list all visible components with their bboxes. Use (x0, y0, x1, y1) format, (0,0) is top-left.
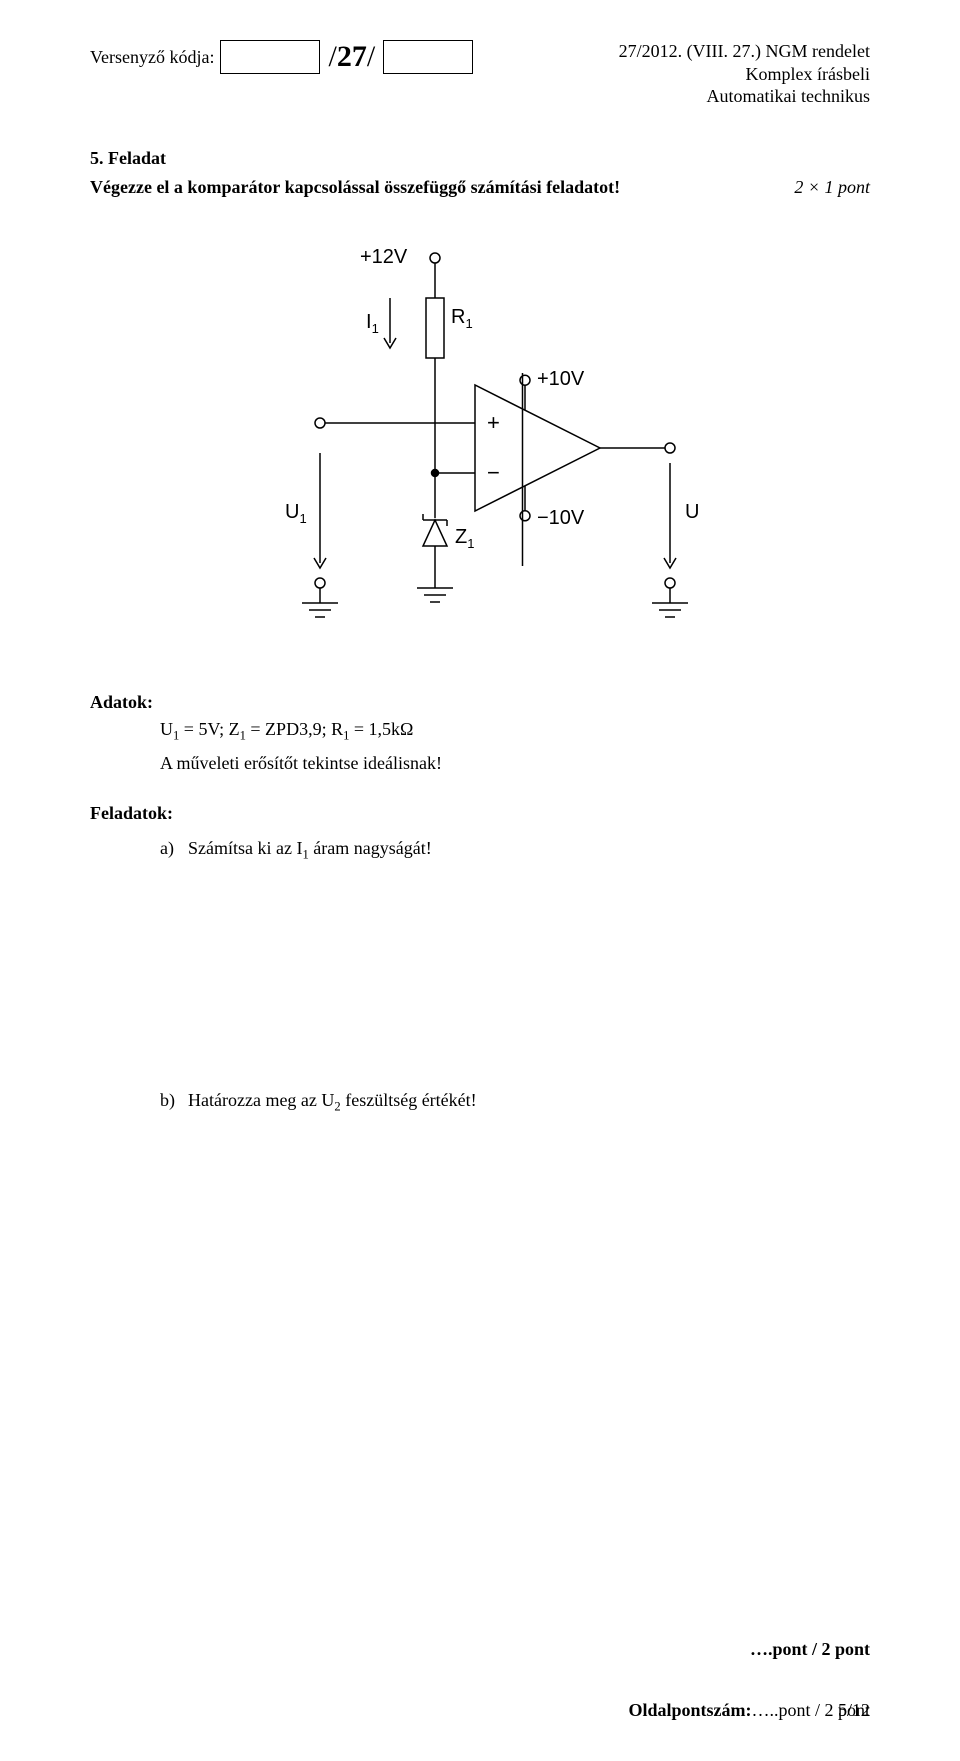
svg-text:U1: U1 (285, 501, 307, 526)
task-text: Végezze el a komparátor kapcsolással öss… (90, 177, 620, 198)
svg-text:−10V: −10V (537, 506, 585, 528)
qualification: Automatikai technikus (619, 85, 870, 108)
task-number: 5. Feladat (90, 148, 870, 169)
subtask-b-letter: b) (160, 1084, 188, 1118)
svg-text:U2: U2 (685, 501, 700, 526)
workspace-a (90, 866, 870, 1076)
circuit-diagram: +12V R1 I1 + − +10V −10V Z1 U1 U2 (90, 228, 870, 668)
exam-type: Komplex írásbeli (619, 63, 870, 86)
page-number: 5/12 (838, 1700, 870, 1721)
svg-text:+: + (487, 410, 500, 435)
data-block: Adatok: U1 = 5V; Z1 = ZPD3,9; R1 = 1,5kΩ… (90, 692, 870, 780)
svg-text:R1: R1 (451, 306, 473, 331)
code-box-2[interactable] (383, 40, 473, 74)
header-right: 27/2012. (VIII. 27.) NGM rendelet Komple… (619, 40, 870, 108)
svg-text:+12V: +12V (360, 246, 408, 268)
data-line-2: A műveleti erősítőt tekintse ideálisnak! (160, 747, 870, 779)
subtasks-title: Feladatok: (90, 803, 870, 824)
subtasks-block: Feladatok: a) Számítsa ki az I1 áram nag… (90, 803, 870, 866)
svg-text:+10V: +10V (537, 368, 585, 390)
workspace-b (90, 1119, 870, 1599)
task-points: 2 × 1 pont (794, 177, 870, 198)
svg-text:Z1: Z1 (455, 526, 474, 551)
page-total: Oldalpontszám:…..pont / 2 pont (90, 1700, 870, 1721)
subtask-a: a) Számítsa ki az I1 áram nagyságát! (160, 832, 870, 866)
subtask-a-text: Számítsa ki az I1 áram nagyságát! (188, 832, 432, 866)
svg-text:I1: I1 (366, 311, 379, 336)
task-row: Végezze el a komparátor kapcsolással öss… (90, 177, 870, 198)
subtask-b: b) Határozza meg az U2 feszültség értéké… (160, 1084, 870, 1118)
subtask-b-text: Határozza meg az U2 feszültség értékét! (188, 1084, 477, 1118)
code-box-1[interactable] (220, 40, 320, 74)
subtask-a-letter: a) (160, 832, 188, 866)
decree-ref: 27/2012. (VIII. 27.) NGM rendelet (619, 40, 870, 63)
points-awarded: ….pont / 2 pont (90, 1639, 870, 1660)
svg-text:−: − (487, 460, 500, 485)
data-line-1: U1 = 5V; Z1 = ZPD3,9; R1 = 1,5kΩ (160, 713, 870, 747)
header-left: Versenyző kódja: /27/ (90, 40, 473, 74)
data-title: Adatok: (90, 692, 870, 713)
slash-27: /27/ (326, 40, 377, 74)
page-total-label: Oldalpontszám: (628, 1700, 751, 1720)
competitor-code-label: Versenyző kódja: (90, 47, 214, 68)
page-header: Versenyző kódja: /27/ 27/2012. (VIII. 27… (90, 40, 870, 108)
